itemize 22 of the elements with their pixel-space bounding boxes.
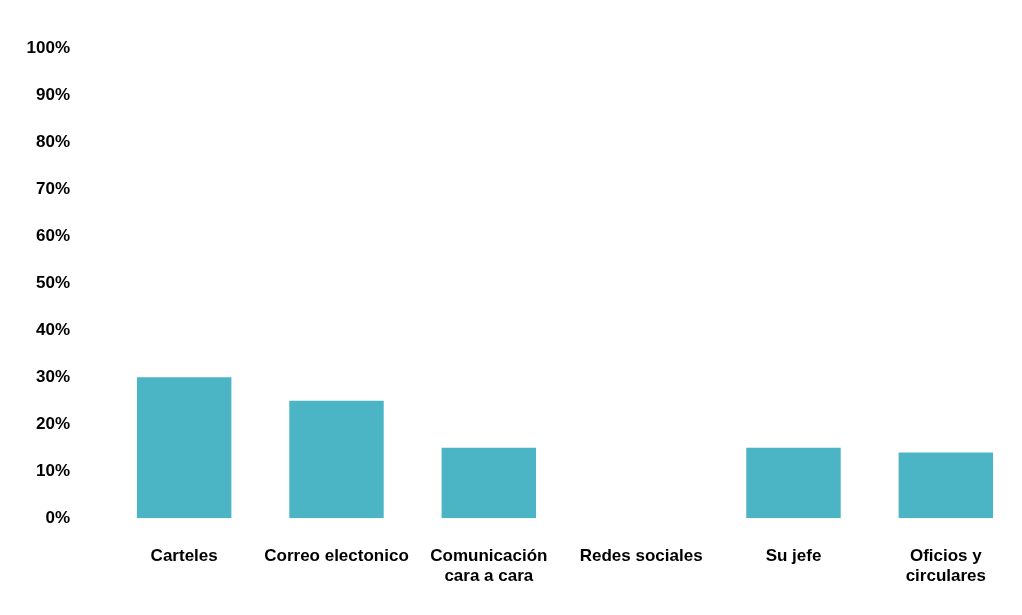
- bar: [441, 447, 537, 519]
- x-tick-label: Comunicación cara a cara: [430, 546, 548, 586]
- y-tick-label: 100%: [26, 37, 70, 57]
- y-tick-label: 20%: [35, 413, 70, 433]
- x-tick-label: Oficios y circulares: [905, 546, 987, 586]
- x-tick-label: Redes sociales: [579, 546, 703, 566]
- y-tick-label: 30%: [35, 366, 70, 386]
- bar: [289, 400, 384, 519]
- y-tick-label: 40%: [35, 319, 70, 339]
- y-tick-label: 50%: [35, 272, 70, 292]
- y-tick-label: 60%: [35, 225, 70, 245]
- y-tick-label: 90%: [35, 84, 70, 104]
- x-tick-label: Correo electonico: [264, 546, 409, 566]
- y-tick-label: 70%: [35, 178, 70, 198]
- x-tick-label: Su jefe: [765, 546, 822, 566]
- x-tick-label: Carteles: [150, 546, 218, 566]
- y-tick-label: 80%: [35, 131, 70, 151]
- y-tick-label: 0%: [45, 507, 70, 527]
- y-tick-label: 10%: [35, 460, 70, 480]
- bar: [746, 447, 841, 519]
- bar: [136, 377, 232, 519]
- bar: [898, 452, 994, 519]
